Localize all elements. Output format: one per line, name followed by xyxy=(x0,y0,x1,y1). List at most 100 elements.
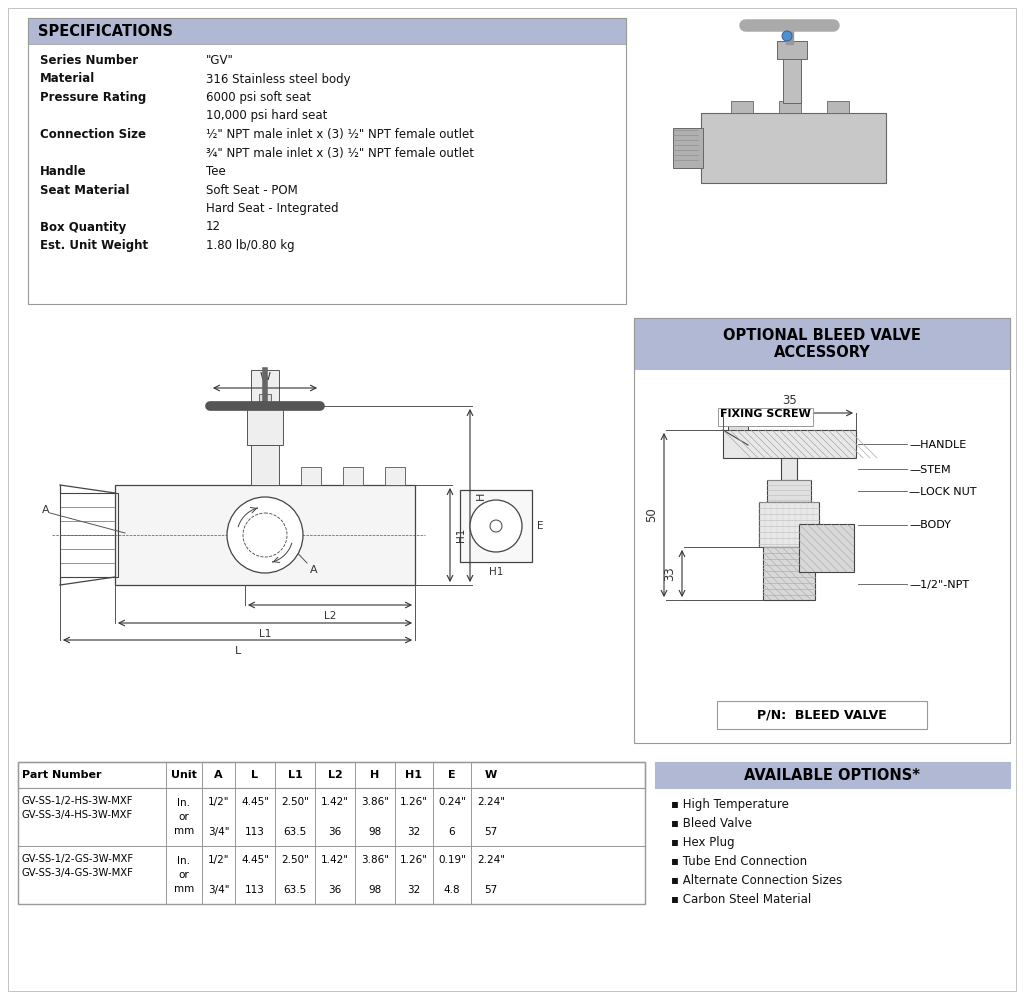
Bar xyxy=(718,408,813,426)
Bar xyxy=(759,502,819,547)
Text: 0.24": 0.24" xyxy=(438,797,466,807)
Bar xyxy=(18,788,645,846)
Bar xyxy=(28,44,626,304)
Text: SPECIFICATIONS: SPECIFICATIONS xyxy=(38,24,173,39)
Text: L1: L1 xyxy=(288,770,302,780)
Text: AVAILABLE OPTIONS*: AVAILABLE OPTIONS* xyxy=(744,767,921,782)
Text: or: or xyxy=(178,812,189,822)
Text: L: L xyxy=(252,770,258,780)
Text: —1/2"-NPT: —1/2"-NPT xyxy=(909,580,969,590)
Text: —BODY: —BODY xyxy=(909,520,951,530)
Text: 4.8: 4.8 xyxy=(443,885,461,895)
Text: 10,000 psi hard seat: 10,000 psi hard seat xyxy=(206,110,328,123)
Text: 36: 36 xyxy=(329,885,342,895)
Bar xyxy=(799,524,854,572)
Text: —HANDLE: —HANDLE xyxy=(909,440,967,450)
Text: Unit: Unit xyxy=(171,770,197,780)
Bar xyxy=(18,846,645,904)
Bar xyxy=(717,701,927,729)
Text: 1.42": 1.42" xyxy=(321,797,349,807)
Bar xyxy=(783,58,801,103)
Text: ▪ Alternate Connection Sizes: ▪ Alternate Connection Sizes xyxy=(671,874,843,887)
Text: 57: 57 xyxy=(484,827,498,837)
Text: 1.26": 1.26" xyxy=(400,855,428,865)
Text: ▪ Hex Plug: ▪ Hex Plug xyxy=(671,836,734,849)
Text: In.: In. xyxy=(177,856,190,866)
Bar xyxy=(767,480,811,502)
Bar xyxy=(779,101,801,113)
Bar xyxy=(827,101,849,113)
Text: Part Number: Part Number xyxy=(22,770,101,780)
Text: ▪ Bleed Valve: ▪ Bleed Valve xyxy=(671,817,752,830)
Circle shape xyxy=(243,513,287,557)
Text: GV-SS-1/2-HS-3W-MXF: GV-SS-1/2-HS-3W-MXF xyxy=(22,796,133,806)
Text: 98: 98 xyxy=(369,885,382,895)
Text: OPTIONAL BLEED VALVE
ACCESSORY: OPTIONAL BLEED VALVE ACCESSORY xyxy=(723,328,921,361)
Text: 3.86": 3.86" xyxy=(361,855,389,865)
Bar xyxy=(763,547,815,600)
Bar xyxy=(28,18,626,304)
Text: Handle: Handle xyxy=(40,165,87,178)
Bar xyxy=(301,467,321,485)
Text: 1.80 lb/0.80 kg: 1.80 lb/0.80 kg xyxy=(206,239,295,252)
Text: 2.50": 2.50" xyxy=(281,855,309,865)
Text: Est. Unit Weight: Est. Unit Weight xyxy=(40,239,148,252)
Text: Tee: Tee xyxy=(206,165,225,178)
Text: 113: 113 xyxy=(245,827,265,837)
Text: GV-SS-1/2-GS-3W-MXF: GV-SS-1/2-GS-3W-MXF xyxy=(22,854,134,864)
Text: ▪ Tube End Connection: ▪ Tube End Connection xyxy=(671,855,807,868)
Text: 1/2": 1/2" xyxy=(208,855,229,865)
Text: 1/2": 1/2" xyxy=(208,797,229,807)
Text: A: A xyxy=(214,770,223,780)
Bar xyxy=(251,445,279,485)
Text: Pressure Rating: Pressure Rating xyxy=(40,91,146,104)
Text: L2: L2 xyxy=(324,611,336,621)
Text: or: or xyxy=(178,870,189,880)
Text: 35: 35 xyxy=(782,394,797,407)
Text: 6000 psi soft seat: 6000 psi soft seat xyxy=(206,91,311,104)
Bar xyxy=(251,370,279,406)
Text: 50: 50 xyxy=(645,507,658,522)
Circle shape xyxy=(470,500,522,552)
Text: mm: mm xyxy=(174,884,195,894)
Bar xyxy=(247,405,283,445)
Text: ▪ Carbon Steel Material: ▪ Carbon Steel Material xyxy=(671,893,811,906)
Text: GV-SS-3/4-GS-3W-MXF: GV-SS-3/4-GS-3W-MXF xyxy=(22,868,134,878)
Bar xyxy=(18,788,645,846)
Text: P/N:  BLEED VALVE: P/N: BLEED VALVE xyxy=(757,708,887,721)
Text: 3/4": 3/4" xyxy=(208,827,229,837)
Text: Series Number: Series Number xyxy=(40,54,138,67)
Bar xyxy=(460,490,532,562)
Text: A: A xyxy=(310,565,317,575)
Circle shape xyxy=(490,520,502,532)
Text: 12: 12 xyxy=(206,221,221,234)
Text: 63.5: 63.5 xyxy=(284,827,306,837)
Text: 36: 36 xyxy=(329,827,342,837)
Text: 32: 32 xyxy=(408,885,421,895)
Bar xyxy=(18,762,645,788)
Text: 2.50": 2.50" xyxy=(281,797,309,807)
Text: —LOCK NUT: —LOCK NUT xyxy=(909,487,977,497)
Text: 4.45": 4.45" xyxy=(241,855,269,865)
Text: Material: Material xyxy=(40,73,95,86)
Bar xyxy=(723,430,856,458)
Text: H1: H1 xyxy=(488,567,503,577)
Text: 32: 32 xyxy=(408,827,421,837)
Text: 57: 57 xyxy=(484,885,498,895)
Bar xyxy=(701,113,886,183)
Text: —STEM: —STEM xyxy=(909,465,950,475)
Text: In.: In. xyxy=(177,798,190,808)
Bar xyxy=(18,762,645,904)
Bar xyxy=(777,41,807,59)
Text: Connection Size: Connection Size xyxy=(40,128,146,141)
Text: H: H xyxy=(371,770,380,780)
Text: GV-SS-3/4-HS-3W-MXF: GV-SS-3/4-HS-3W-MXF xyxy=(22,810,133,820)
Text: 113: 113 xyxy=(245,885,265,895)
Text: 63.5: 63.5 xyxy=(284,885,306,895)
Bar xyxy=(343,467,362,485)
Text: 3.86": 3.86" xyxy=(361,797,389,807)
Circle shape xyxy=(782,31,792,41)
Text: Seat Material: Seat Material xyxy=(40,184,129,197)
Text: L2: L2 xyxy=(328,770,342,780)
Text: A: A xyxy=(42,505,49,515)
